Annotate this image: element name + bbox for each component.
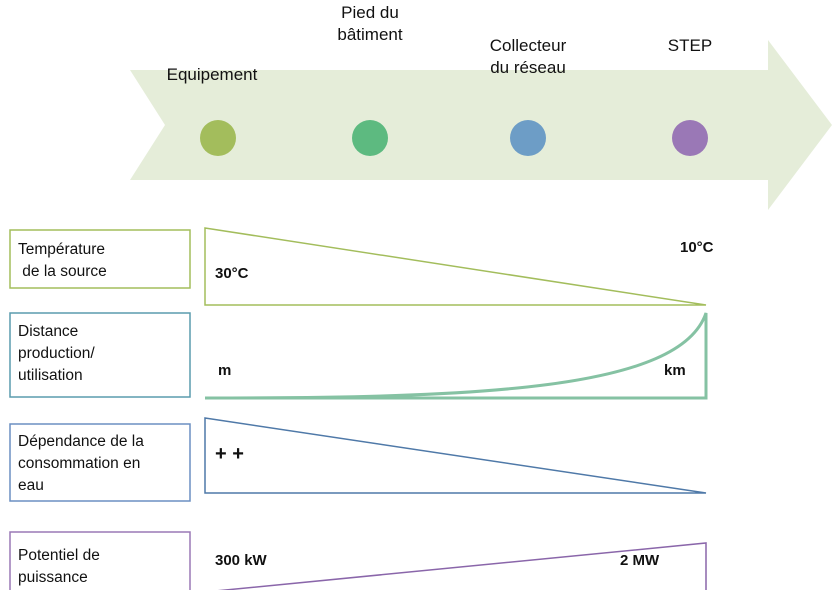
row-left-value: 30°C [215,265,249,282]
row-label: consommation en [18,455,140,472]
row-label: de la source [18,263,107,280]
row-right-value: km [664,362,686,379]
gradient-shape [204,227,707,306]
gradient-shape [217,542,707,590]
stage-dot [672,120,708,156]
row-label: Potentiel de [18,547,100,564]
row-right-value: 2 MW [620,552,660,569]
stage-label: du réseau [490,58,566,77]
row-left-value: + + [215,443,244,465]
row-box [9,531,191,590]
stage-dot [200,120,236,156]
stage-label: Collecteur [490,36,567,55]
row-box [9,312,191,398]
stage-label: STEP [668,36,712,55]
row-left-value: 300 kW [215,552,268,569]
stage-dot [352,120,388,156]
row-box [9,229,191,289]
row-label: utilisation [18,367,83,384]
timeline-arrow [130,40,832,210]
row-label: puissance [18,569,88,586]
row-box [9,423,191,502]
gradient-shape [204,417,707,494]
stage-dot [510,120,546,156]
stage-label: Pied du [341,3,399,22]
row-label: Distance [18,323,78,340]
row-label: Température [18,241,105,258]
row-label: production/ [18,345,95,362]
row-left-value: m [218,362,231,379]
row-label: Dépendance de la [18,433,144,450]
stage-label: bâtiment [337,25,402,44]
stage-label: Equipement [167,65,258,84]
gradient-shape [204,312,708,400]
row-label: eau [18,477,44,494]
row-right-value: 10°C [680,239,714,256]
